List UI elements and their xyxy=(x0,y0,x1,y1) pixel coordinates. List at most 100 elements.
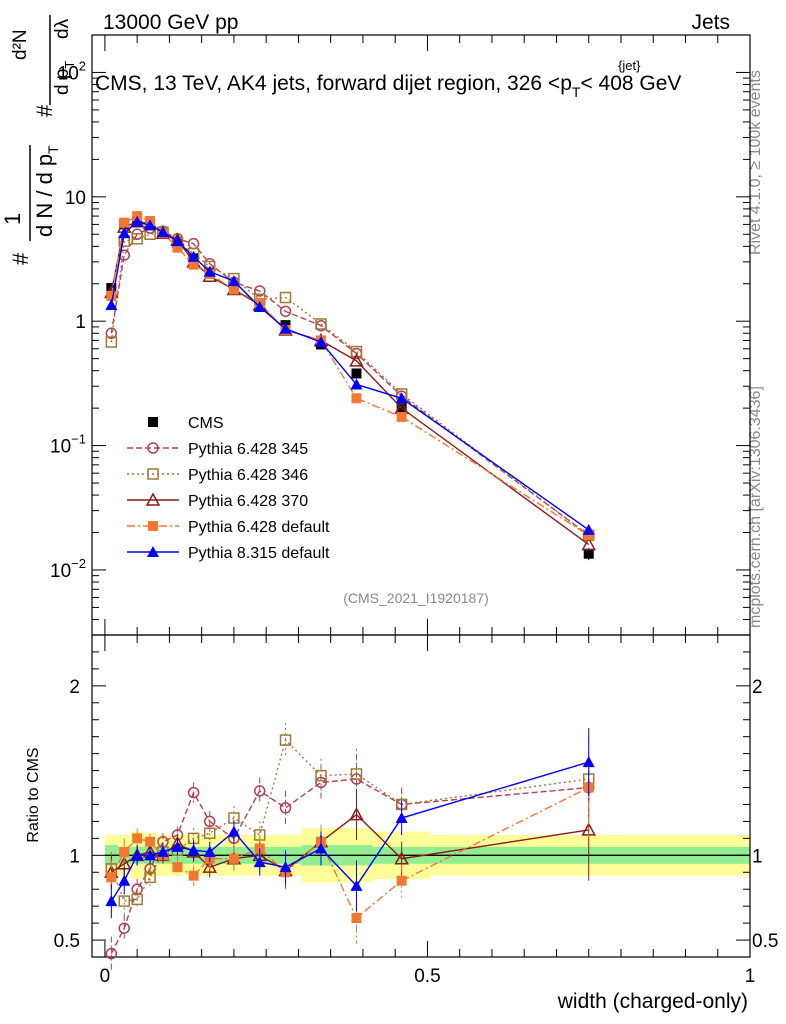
ratio-point xyxy=(350,879,363,891)
rivet-label: Rivet 4.1.0, ≥ 100k events xyxy=(747,70,764,255)
ratio-point xyxy=(202,859,217,873)
series-pythia-8-315-default xyxy=(105,215,595,535)
legend-label: Pythia 6.428 345 xyxy=(188,441,308,458)
ratio-point xyxy=(395,812,408,824)
ratio-point xyxy=(351,913,362,924)
legend-label: Pythia 8.315 default xyxy=(188,545,330,562)
data-point xyxy=(349,353,364,367)
data-point xyxy=(582,523,595,535)
data-point xyxy=(315,318,327,330)
ylabel-num-hash: # xyxy=(32,104,57,117)
data-point xyxy=(227,275,240,287)
main-ytick-base: 10 xyxy=(50,561,71,582)
ratio-point xyxy=(144,849,157,861)
ratio-point xyxy=(118,874,131,886)
legend: CMS Pythia 6.428 345 Pythia 6.428 346 Pythi… xyxy=(127,415,330,562)
ylabel-num-end: dλ xyxy=(52,18,73,39)
ratio-ytick-label-right: 2 xyxy=(752,677,763,698)
legend-item: CMS xyxy=(148,415,224,432)
ratio-point xyxy=(253,785,266,797)
ratio-point xyxy=(279,861,292,873)
header-left: 13000 GeV pp xyxy=(103,11,238,34)
data-point xyxy=(171,235,184,247)
legend-label: CMS xyxy=(188,415,224,432)
series-line xyxy=(110,221,590,531)
data-point xyxy=(188,259,199,270)
ratio-point xyxy=(105,895,118,907)
data-point xyxy=(396,411,407,422)
data-point xyxy=(395,392,408,404)
ylabel-hash: # xyxy=(8,252,33,265)
data-point xyxy=(228,284,239,295)
ratio-ytick-label-right: 0.5 xyxy=(752,931,778,952)
data-point xyxy=(105,327,118,340)
main-ytick-label: 10−2 xyxy=(50,556,86,582)
ratio-point xyxy=(203,827,216,840)
ratio-point xyxy=(156,845,169,857)
mcplots-label: mcplots.cern.ch [arXiv:1306.3436] xyxy=(747,386,764,628)
ratio-point xyxy=(187,844,200,856)
header-right: Jets xyxy=(691,11,730,34)
data-point xyxy=(351,368,362,379)
ylabel-num-mid: d pT xyxy=(52,61,77,95)
ratio-point xyxy=(253,856,266,868)
data-point xyxy=(279,322,292,334)
data-point xyxy=(350,345,363,358)
series-line xyxy=(110,221,590,546)
main-ytick-exp: −1 xyxy=(71,432,86,447)
legend-item: Pythia 6.428 370 xyxy=(127,492,308,510)
legend-marker xyxy=(147,442,159,454)
main-ytick-base: 10 xyxy=(58,63,79,84)
ratio-point xyxy=(118,922,131,934)
ylabel-dn: d N / d pT xyxy=(32,145,61,237)
series-line xyxy=(110,231,590,536)
ratio-xtick-label: 0.5 xyxy=(414,966,440,987)
series-line xyxy=(110,227,590,536)
main-ytick-exp: −2 xyxy=(71,556,86,571)
ratio-point xyxy=(105,947,118,960)
main-ytick-base: 10 xyxy=(50,437,71,458)
ylabel-dn-sub: T xyxy=(45,145,61,154)
data-point xyxy=(279,291,292,304)
ratio-ytick-label: 2 xyxy=(69,677,80,698)
ylabel-num-top: d²N xyxy=(10,29,31,60)
main-title: CMS, 13 TeV, AK4 jets, forward dijet reg… xyxy=(95,72,681,100)
legend-marker xyxy=(145,492,161,506)
ratio-point xyxy=(315,842,328,854)
ratio-point xyxy=(106,872,117,883)
ratio-point xyxy=(315,776,327,789)
data-point xyxy=(253,285,266,297)
main-title-post: < 408 GeV xyxy=(580,72,681,95)
legend-label: Pythia 6.428 346 xyxy=(188,467,308,484)
ratio-ytick-label: 1 xyxy=(69,846,80,867)
ratio-point xyxy=(187,786,200,799)
ylabel-num-mid-sub: T xyxy=(62,61,77,69)
data-point xyxy=(581,537,596,551)
ylabel-num-mid-main: d p xyxy=(52,69,73,95)
main-title-sup: {jet} xyxy=(618,58,641,73)
data-point xyxy=(172,242,183,253)
ratio-xtick-label: 0 xyxy=(100,966,111,987)
data-point xyxy=(187,250,200,262)
main-ytick-base: 1 xyxy=(75,312,86,333)
ratio-series-line xyxy=(110,738,589,902)
legend-item: Pythia 8.315 default xyxy=(127,545,330,562)
main-ytick-label: 102 xyxy=(58,58,86,84)
ratio-series-pythia-8-315-default xyxy=(105,728,595,919)
ratio-point xyxy=(188,870,199,881)
ratio-point xyxy=(227,825,240,837)
legend-item: Pythia 6.428 345 xyxy=(127,441,308,458)
legend-label: Pythia 6.428 370 xyxy=(188,493,308,510)
ratio-point xyxy=(279,802,292,814)
data-point xyxy=(583,530,594,541)
ylabel-one: 1 xyxy=(0,213,25,225)
ratio-ytick-label-right: 1 xyxy=(752,846,763,867)
data-point xyxy=(253,301,266,313)
main-ytick-base: 10 xyxy=(65,188,86,209)
ratio-xtick-label: 1 xyxy=(745,966,756,987)
legend-item: Pythia 6.428 346 xyxy=(127,467,308,484)
data-point xyxy=(583,548,594,559)
ratio-point xyxy=(144,871,156,884)
